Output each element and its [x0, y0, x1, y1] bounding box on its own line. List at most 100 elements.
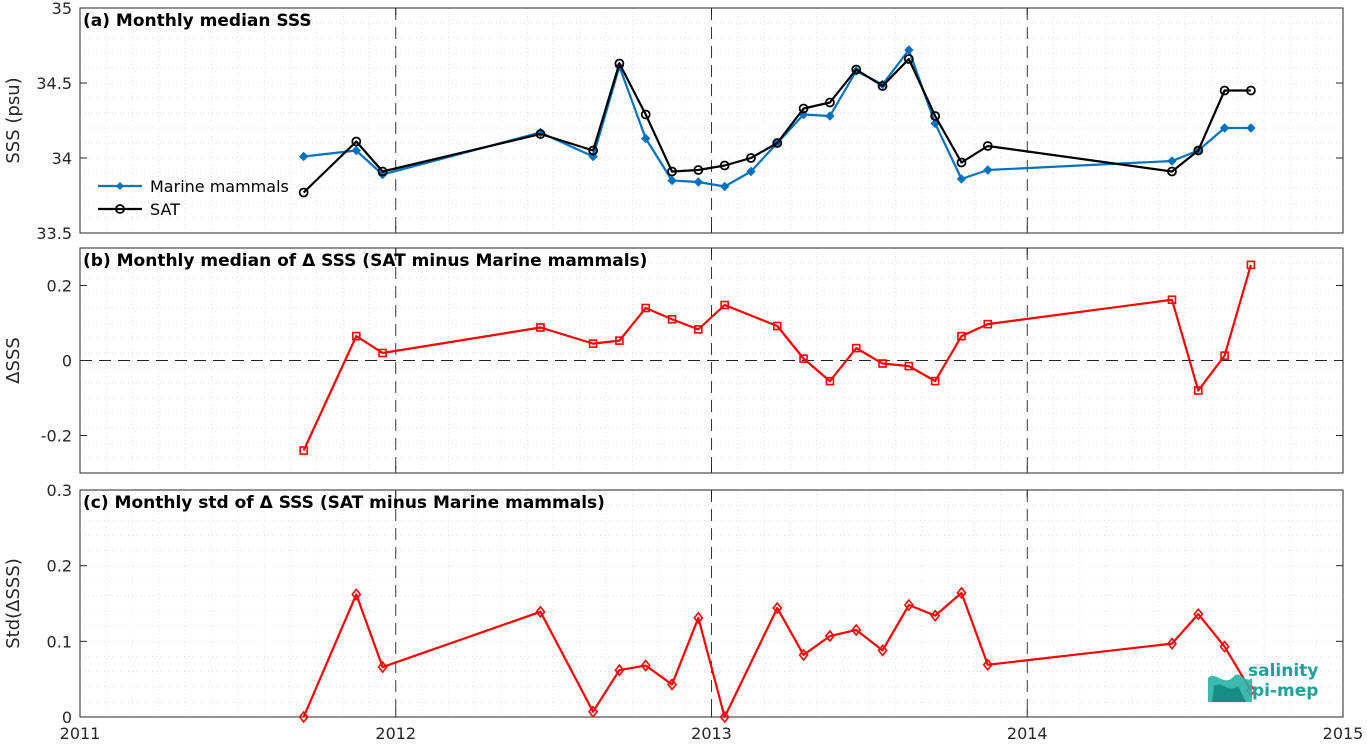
y-axis-label: Std(ΔSSS) — [3, 558, 24, 649]
data-point — [351, 331, 361, 341]
panel-1: 33.5 34 34.5 35 SSS (psu) (a) Monthly median … — [3, 0, 1344, 243]
data-point — [798, 103, 809, 114]
data-point — [640, 109, 651, 120]
data-point — [667, 314, 677, 324]
data-point — [903, 54, 914, 64]
y-tick-label: 0 — [62, 352, 72, 371]
data-point — [693, 165, 704, 175]
y-tick-label: 0.2 — [47, 557, 72, 576]
logo-wave-icon-2 — [1212, 684, 1246, 702]
data-point — [1193, 607, 1204, 621]
data-point — [825, 376, 835, 386]
data-point — [956, 174, 967, 184]
data-point — [719, 160, 730, 171]
data-point — [983, 165, 993, 175]
logo-line2: pi-mep — [1252, 681, 1318, 701]
data-point — [772, 601, 783, 615]
data-point — [1167, 166, 1177, 177]
data-point — [693, 611, 704, 625]
data-point — [851, 343, 861, 353]
data-point — [535, 129, 546, 139]
data-point — [956, 157, 967, 168]
data-point — [1220, 351, 1229, 360]
data-point — [298, 151, 309, 162]
panel-2: -0.2 0 0.2 ΔSSS (b) Monthly median of Δ SSS … — [3, 247, 1344, 474]
data-point — [720, 300, 729, 310]
data-point — [930, 111, 941, 121]
x-tick-label: 2012 — [375, 724, 416, 743]
series-line-0 — [302, 591, 1252, 719]
data-point — [667, 166, 677, 177]
data-point — [1167, 156, 1177, 166]
legend-label: SAT — [150, 200, 180, 219]
data-point — [1193, 145, 1204, 156]
logo: salinity pi-mep — [1208, 661, 1318, 702]
series-line-0 — [303, 48, 1251, 188]
data-point — [1219, 640, 1230, 653]
data-point — [1246, 123, 1256, 133]
data-point — [640, 659, 651, 672]
y-tick-label: 0 — [62, 708, 72, 727]
x-tick-label: 2013 — [691, 724, 732, 743]
data-point — [614, 58, 625, 69]
plot-area — [80, 490, 1343, 717]
data-point — [1246, 85, 1256, 96]
data-point — [1167, 295, 1177, 305]
data-point — [982, 141, 993, 151]
data-point — [719, 181, 730, 192]
logo-line1: salinity — [1248, 661, 1318, 681]
data-point — [825, 111, 835, 121]
data-point — [904, 361, 914, 371]
data-point — [298, 710, 309, 724]
data-point — [824, 629, 835, 643]
legend-marker — [116, 182, 124, 190]
panel-title: (a) Monthly median SSS — [83, 11, 312, 31]
data-point — [746, 153, 756, 163]
panel-3: 0 0.1 0.2 0.3 2011 2012 2013 2014 2015 Std(ΔSSS) (… — [3, 481, 1363, 743]
data-point — [351, 588, 362, 601]
data-point — [957, 331, 966, 341]
data-point — [877, 81, 888, 91]
data-point — [641, 303, 651, 313]
data-point — [772, 138, 783, 148]
data-point — [772, 321, 782, 331]
data-point — [878, 359, 887, 368]
y-tick-label: 0.3 — [47, 481, 72, 500]
data-point — [982, 658, 993, 672]
data-point — [877, 644, 888, 657]
y-tick-label: 34 — [52, 149, 72, 168]
y-axis-label: ΔSSS — [3, 337, 24, 384]
x-tick-label: 2015 — [1323, 724, 1364, 743]
data-point — [719, 710, 730, 724]
data-point — [825, 97, 835, 108]
data-point — [798, 648, 809, 662]
data-point — [588, 145, 598, 156]
data-point — [930, 376, 940, 386]
data-point — [1246, 260, 1256, 270]
data-point — [377, 660, 388, 674]
data-point — [930, 609, 941, 622]
data-point — [298, 187, 309, 198]
data-point — [1219, 85, 1230, 96]
data-point — [588, 705, 599, 718]
panel-title: (b) Monthly median of Δ SSS (SAT minus M… — [83, 251, 647, 271]
data-point — [377, 166, 388, 177]
x-tick-label: 2011 — [60, 724, 101, 743]
y-tick-label: 35 — [52, 0, 72, 18]
legend-marker — [115, 204, 125, 214]
data-point — [535, 605, 546, 619]
y-axis-label: SSS (psu) — [3, 77, 24, 163]
data-point — [1219, 123, 1230, 133]
y-tick-label: 34.5 — [36, 74, 72, 93]
data-point — [351, 136, 362, 147]
y-tick-label: -0.2 — [41, 427, 72, 446]
legend: Marine mammals SAT — [98, 177, 289, 219]
data-point — [378, 348, 387, 358]
legend-label: Marine mammals — [150, 177, 289, 196]
data-point — [667, 175, 677, 186]
data-point — [299, 446, 308, 455]
series-line-1 — [302, 57, 1251, 194]
data-point — [588, 339, 598, 348]
panel-title: (c) Monthly std of Δ SSS (SAT minus Mari… — [83, 493, 605, 513]
